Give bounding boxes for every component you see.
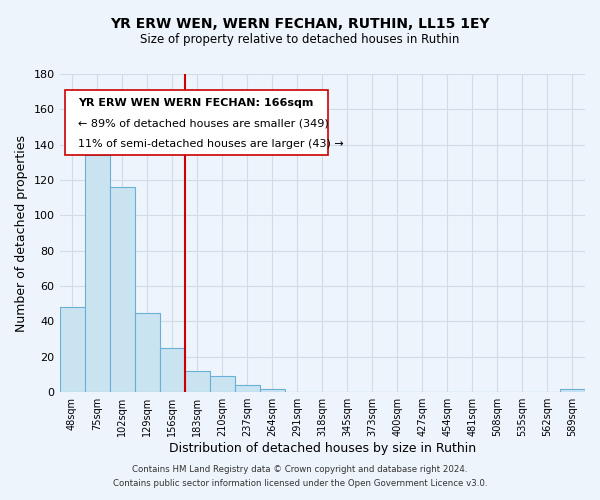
Text: YR ERW WEN WERN FECHAN: 166sqm: YR ERW WEN WERN FECHAN: 166sqm — [78, 98, 313, 108]
Y-axis label: Number of detached properties: Number of detached properties — [15, 134, 28, 332]
Bar — [260, 388, 285, 392]
Bar — [160, 348, 185, 392]
X-axis label: Distribution of detached houses by size in Ruthin: Distribution of detached houses by size … — [169, 442, 476, 455]
Bar — [560, 388, 585, 392]
Bar — [185, 371, 209, 392]
Text: Size of property relative to detached houses in Ruthin: Size of property relative to detached ho… — [140, 33, 460, 46]
Text: 11% of semi-detached houses are larger (43) →: 11% of semi-detached houses are larger (… — [78, 139, 344, 149]
Text: YR ERW WEN, WERN FECHAN, RUTHIN, LL15 1EY: YR ERW WEN, WERN FECHAN, RUTHIN, LL15 1E… — [110, 18, 490, 32]
Bar — [110, 187, 134, 392]
Bar — [134, 312, 160, 392]
Text: Contains HM Land Registry data © Crown copyright and database right 2024.
Contai: Contains HM Land Registry data © Crown c… — [113, 466, 487, 487]
Bar — [85, 156, 110, 392]
Bar — [209, 376, 235, 392]
FancyBboxPatch shape — [65, 90, 328, 155]
Bar — [59, 308, 85, 392]
Text: ← 89% of detached houses are smaller (349): ← 89% of detached houses are smaller (34… — [78, 118, 329, 128]
Bar — [235, 385, 260, 392]
